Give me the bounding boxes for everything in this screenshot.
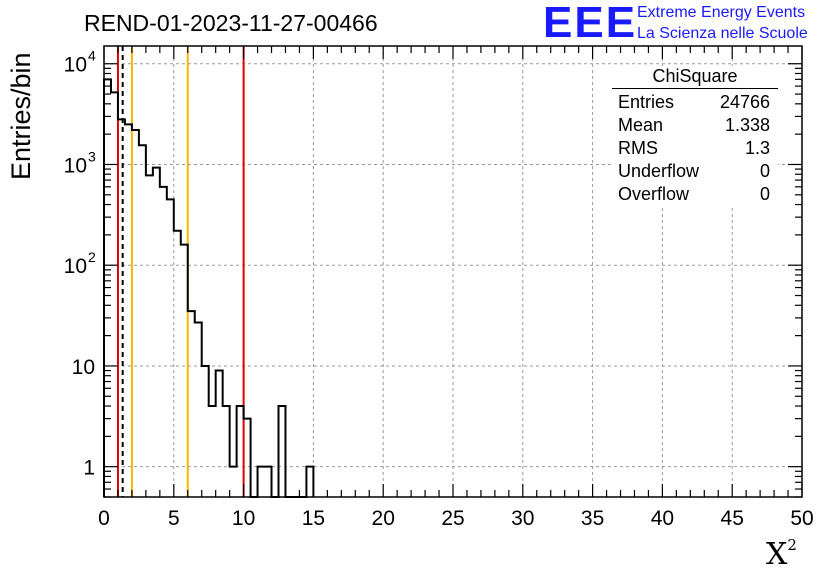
stats-row-label: Overflow xyxy=(618,184,690,204)
reference-lines xyxy=(116,46,245,497)
x-tick-label: 5 xyxy=(168,507,180,530)
stats-row-label: Mean xyxy=(618,115,664,135)
stats-row: Mean 1.338 xyxy=(612,114,778,137)
stats-box: ChiSquare Entries 24766 Mean 1.338 RMS 1.3 Und… xyxy=(612,66,778,206)
y-tick-label: 10 xyxy=(72,356,95,379)
stats-rows: Entries 24766 Mean 1.338 RMS 1.3 Underflow 0 Ove… xyxy=(612,91,778,206)
stats-row: Overflow 0 xyxy=(612,183,778,206)
grid-lines xyxy=(104,46,802,497)
x-axis-label-text: X xyxy=(766,537,788,572)
x-tick-label: 40 xyxy=(651,507,674,530)
stats-row-label: Underflow xyxy=(618,161,700,181)
axis-ticks xyxy=(103,46,803,498)
stats-row-label: RMS xyxy=(618,138,658,158)
x-tick-label: 45 xyxy=(721,507,744,530)
stats-row-value: 24766 xyxy=(719,92,770,112)
x-tick-label: 35 xyxy=(581,507,604,530)
x-axis-label-superscript: 2 xyxy=(787,536,797,554)
x-tick-labels: 0 5 10 15 20 25 30 35 40 45 50 xyxy=(98,507,814,530)
chart-title: REND-01-2023-11-27-00466 xyxy=(84,10,378,36)
stats-row-label: Entries xyxy=(618,92,675,112)
stats-row-value: 0 xyxy=(759,161,770,181)
stats-row: RMS 1.3 xyxy=(612,137,778,160)
y-tick-label-exponent: 2 xyxy=(88,249,96,265)
stats-row-value: 0 xyxy=(759,184,770,204)
logo-text-line2: La Scienza nelle Scuole xyxy=(637,25,808,42)
logo-text-line1: Extreme Energy Events xyxy=(637,4,806,21)
stats-row: Entries 24766 xyxy=(612,91,778,114)
x-tick-label: 50 xyxy=(790,507,813,530)
x-tick-label: 30 xyxy=(511,507,534,530)
x-tick-label: 0 xyxy=(98,507,110,530)
x-tick-label: 10 xyxy=(232,507,255,530)
y-tick-label: 10 xyxy=(64,154,87,177)
histogram-outline xyxy=(103,78,315,498)
y-tick-label: 10 xyxy=(64,54,87,77)
x-tick-label: 25 xyxy=(441,507,464,530)
y-tick-label-exponent: 4 xyxy=(88,48,96,64)
y-tick-label-exponent: 3 xyxy=(88,148,96,164)
y-tick-label: 1 xyxy=(83,457,95,480)
stats-row: Underflow 0 xyxy=(612,160,778,183)
eee-logo: EEE xyxy=(543,0,638,47)
x-axis-label: X2 xyxy=(766,536,797,572)
stats-row-value: 1.3 xyxy=(744,138,770,158)
y-tick-label: 10 xyxy=(64,255,87,278)
stats-row-value: 1.338 xyxy=(724,115,770,135)
x-tick-label: 20 xyxy=(372,507,395,530)
x-tick-label: 15 xyxy=(302,507,325,530)
stats-box-title: ChiSquare xyxy=(612,66,778,89)
